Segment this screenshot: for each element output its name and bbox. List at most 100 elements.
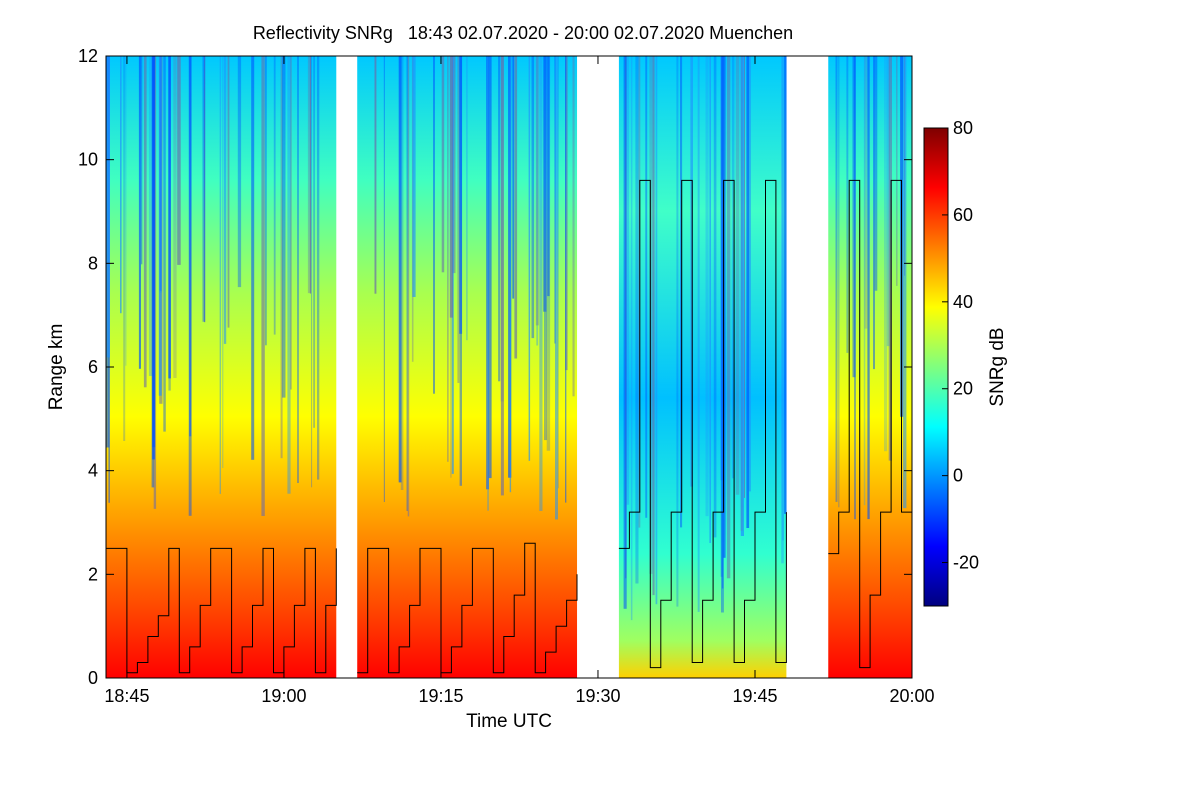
- signal-streak: [123, 56, 126, 441]
- signal-streak: [565, 56, 567, 503]
- signal-streak: [720, 56, 723, 577]
- signal-streak: [536, 56, 539, 346]
- signal-streak: [709, 56, 711, 543]
- signal-streak: [748, 56, 751, 492]
- signal-streak: [282, 56, 286, 398]
- signal-streak: [572, 56, 575, 397]
- chart-title: Reflectivity SNRg 18:43 02.07.2020 - 20:…: [253, 23, 793, 43]
- signal-streak: [406, 56, 408, 511]
- signal-streak: [188, 56, 192, 516]
- signal-streak: [173, 56, 177, 378]
- signal-streak: [459, 56, 463, 334]
- signal-streak: [261, 56, 265, 516]
- signal-streak: [874, 56, 878, 291]
- signal-streak: [873, 56, 875, 370]
- signal-streak: [555, 56, 558, 520]
- signal-streak: [649, 56, 653, 574]
- signal-streak: [746, 56, 750, 528]
- profile-line: [828, 179, 912, 669]
- signal-streak: [863, 56, 866, 506]
- signal-streak: [514, 56, 518, 359]
- signal-streak: [726, 56, 731, 579]
- signal-streak: [317, 56, 320, 480]
- signal-streak: [400, 56, 404, 490]
- y-tick-label: 6: [88, 357, 98, 377]
- signal-streak: [697, 56, 700, 612]
- signal-streak: [307, 56, 312, 294]
- signal-streak: [313, 56, 315, 428]
- signal-streak: [896, 56, 898, 286]
- y-axis-label: Range km: [46, 324, 67, 411]
- signal-streak: [407, 56, 410, 517]
- signal-streak: [125, 56, 127, 366]
- y-tick-label: 2: [88, 564, 98, 584]
- signal-streak: [433, 56, 435, 394]
- signal-streak: [223, 56, 227, 344]
- signal-streak: [309, 56, 311, 294]
- colorbar-tick-label: 40: [953, 292, 973, 312]
- signal-streak: [450, 56, 452, 478]
- signal-streak: [846, 56, 849, 353]
- signal-streak: [623, 56, 627, 609]
- signal-streak: [138, 56, 141, 369]
- signal-streak: [509, 56, 512, 493]
- signal-streak: [398, 56, 402, 483]
- signal-streak: [177, 56, 181, 265]
- signal-streak: [888, 56, 892, 461]
- profile-line: [618, 179, 787, 669]
- signal-streak: [852, 56, 856, 378]
- signal-streak: [297, 56, 299, 483]
- signal-streak: [744, 56, 745, 498]
- signal-streak: [705, 56, 709, 517]
- signal-streak: [159, 56, 162, 293]
- signal-streak: [447, 56, 449, 462]
- signal-streak: [488, 56, 492, 479]
- signal-streak: [168, 56, 171, 379]
- x-tick-label: 19:30: [575, 686, 620, 706]
- signal-streak: [512, 56, 515, 299]
- signal-streak: [457, 56, 460, 383]
- y-tick-label: 10: [78, 150, 98, 170]
- signal-streak: [884, 56, 888, 452]
- colorbar-tick-label: 80: [953, 118, 973, 138]
- signal-streak: [106, 56, 110, 358]
- signal-streak: [713, 56, 717, 538]
- signal-streak: [311, 56, 313, 488]
- signal-streak: [204, 56, 206, 323]
- signal-streak: [886, 56, 890, 347]
- signal-streak: [835, 56, 838, 502]
- x-tick-label: 20:00: [889, 686, 934, 706]
- signal-streak: [652, 56, 655, 596]
- signal-streak: [412, 56, 416, 297]
- signal-streak: [143, 56, 147, 388]
- signal-streak: [383, 56, 385, 502]
- signal-streak: [720, 56, 723, 481]
- signal-streak: [547, 56, 550, 297]
- signal-streak: [626, 56, 630, 505]
- x-tick-label: 18:45: [104, 686, 149, 706]
- profile-lines: [106, 179, 912, 674]
- signal-streak: [500, 56, 504, 402]
- signal-streak: [189, 56, 192, 437]
- signal-streak: [500, 56, 504, 496]
- y-tick-label: 4: [88, 461, 98, 481]
- signal-streak: [543, 56, 547, 312]
- x-tick-label: 19:00: [261, 686, 306, 706]
- signal-streak: [374, 56, 377, 294]
- y-tick-label: 8: [88, 253, 98, 273]
- signal-streak: [287, 56, 291, 494]
- signal-streak: [645, 56, 648, 518]
- x-tick-label: 19:45: [732, 686, 777, 706]
- data-segment: [618, 56, 787, 678]
- y-tick-label: 0: [88, 668, 98, 688]
- colorbar-tick-label: -20: [953, 553, 979, 573]
- signal-streak: [237, 56, 242, 288]
- signal-streak: [498, 56, 501, 382]
- signal-streak: [838, 56, 840, 508]
- signal-streak: [227, 56, 230, 328]
- signal-streak: [273, 56, 276, 335]
- x-axis-label: Time UTC: [466, 711, 552, 732]
- signal-streak: [735, 56, 740, 495]
